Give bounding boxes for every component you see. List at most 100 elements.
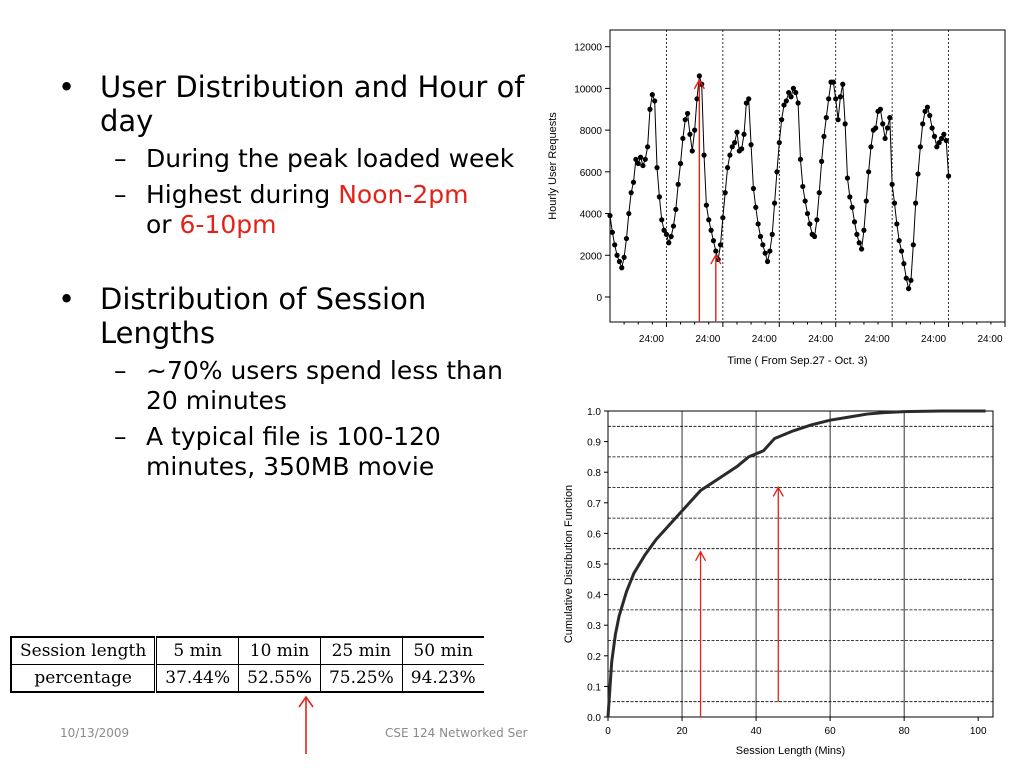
x-tick-label: 24:00 <box>752 334 777 345</box>
data-point <box>652 98 658 104</box>
data-point <box>701 152 707 158</box>
data-point <box>659 217 665 223</box>
data-point <box>710 238 717 244</box>
x-tick-label: 24:00 <box>695 334 720 345</box>
y-axis-label: Hourly User Requests <box>547 112 559 220</box>
data-point <box>842 121 848 127</box>
data-point <box>626 210 632 217</box>
data-point <box>910 242 916 248</box>
bullet-session-lengths: • Distribution of Session Lengths <box>58 282 538 350</box>
table-arrow-icon <box>298 695 314 754</box>
data-point <box>694 96 700 102</box>
y-tick-label: 0.9 <box>587 438 601 449</box>
y-tick-label: 2000 <box>580 251 603 262</box>
data-point <box>800 183 806 190</box>
data-point <box>861 227 867 233</box>
data-point <box>840 81 846 87</box>
data-point <box>802 198 808 204</box>
y-tick-label: 0.3 <box>587 621 601 632</box>
data-point <box>633 156 639 162</box>
data-point <box>680 135 686 142</box>
table-cell: 50 min <box>401 636 484 665</box>
data-point <box>866 169 872 175</box>
data-point <box>779 117 785 123</box>
bullet-dot: • <box>58 282 76 316</box>
sub-bullet-typical-file: – A typical file is 100-120 minutes, 350… <box>58 422 538 482</box>
x-tick-label: 100 <box>970 726 987 737</box>
y-tick-label: 0.8 <box>587 468 601 479</box>
data-point <box>790 85 796 91</box>
data-point <box>884 125 891 131</box>
y-tick-label: 10000 <box>574 84 602 95</box>
data-point <box>732 140 738 146</box>
x-tick-label: 20 <box>676 726 688 737</box>
y-axis-label: Cumulative Distribution Function <box>563 485 575 643</box>
sub-bullet-highest: – Highest during Noon-2pm or 6-10pm <box>58 180 538 240</box>
y-tick-label: 0 <box>596 293 602 304</box>
data-point <box>713 248 719 254</box>
data-point <box>786 89 792 96</box>
data-point <box>609 229 615 235</box>
y-tick-label: 6000 <box>580 168 603 179</box>
table-cell: 94.23% <box>401 664 484 693</box>
data-point <box>931 133 938 139</box>
data-point <box>797 156 804 162</box>
data-point <box>661 227 667 233</box>
data-point <box>858 246 865 252</box>
data-point <box>788 94 794 100</box>
data-point <box>795 100 801 106</box>
arrow-head-icon <box>772 486 784 497</box>
data-point <box>682 117 688 123</box>
plot-frame <box>609 29 1006 323</box>
bullet-user-distribution: • User Distribution and Hour of day <box>58 70 538 138</box>
data-point <box>920 121 926 127</box>
data-point <box>722 190 728 196</box>
data-point <box>936 140 942 146</box>
data-point <box>854 231 860 237</box>
data-point <box>767 248 773 254</box>
session-cdf-chart: 0.0 0.1 0.2 0.3 0.4 0.5 0.6 0.7 0.8 0.9 1.0 0 20 40 60… <box>563 408 994 757</box>
data-point <box>654 165 660 171</box>
data-point <box>607 213 613 219</box>
table-cell: percentage <box>10 664 157 693</box>
data-point <box>915 171 921 177</box>
data-point <box>882 135 888 142</box>
data-point <box>774 169 780 175</box>
data-point <box>913 200 919 206</box>
y-tick-label: 8000 <box>580 126 603 137</box>
data-point <box>750 185 757 192</box>
y-tick-label: 0.7 <box>587 499 601 510</box>
data-point <box>826 96 832 102</box>
data-point <box>656 194 662 200</box>
data-point <box>901 261 907 267</box>
data-point <box>757 233 764 240</box>
data-point <box>628 190 634 196</box>
cdf-curve <box>606 409 986 718</box>
data-point <box>619 265 625 271</box>
data-point <box>868 144 874 150</box>
x-tick-label: 40 <box>751 726 763 737</box>
data-point <box>677 160 684 167</box>
data-point <box>734 129 740 135</box>
data-point <box>934 144 940 150</box>
table-cell: 5 min <box>154 636 240 665</box>
highlight-evening: 6-10pm <box>179 210 277 239</box>
data-point <box>837 94 844 100</box>
data-point <box>616 258 623 265</box>
bullet-text: User Distribution and Hour of day <box>100 70 525 138</box>
data-point <box>668 233 674 240</box>
data-point <box>612 242 618 248</box>
hourly-requests-chart: 0 2000 4000 6000 8000 10000 12000 24:00 24:00 24:… <box>547 29 1006 367</box>
data-point <box>908 277 914 283</box>
data-point <box>727 152 733 158</box>
data-point <box>748 142 754 148</box>
data-point <box>847 194 853 200</box>
sub-bullet-text-or: or <box>146 210 180 239</box>
table-row: percentage 37.44% 52.55% 75.25% 94.23% <box>10 664 484 693</box>
data-point <box>783 98 789 104</box>
data-point <box>663 231 670 237</box>
y-tick-label: 0.5 <box>587 560 601 571</box>
data-point <box>689 148 695 154</box>
x-axis-label: Time ( From Sep.27 - Oct. 3) <box>727 355 867 367</box>
x-tick-label: 24:00 <box>977 334 1002 345</box>
